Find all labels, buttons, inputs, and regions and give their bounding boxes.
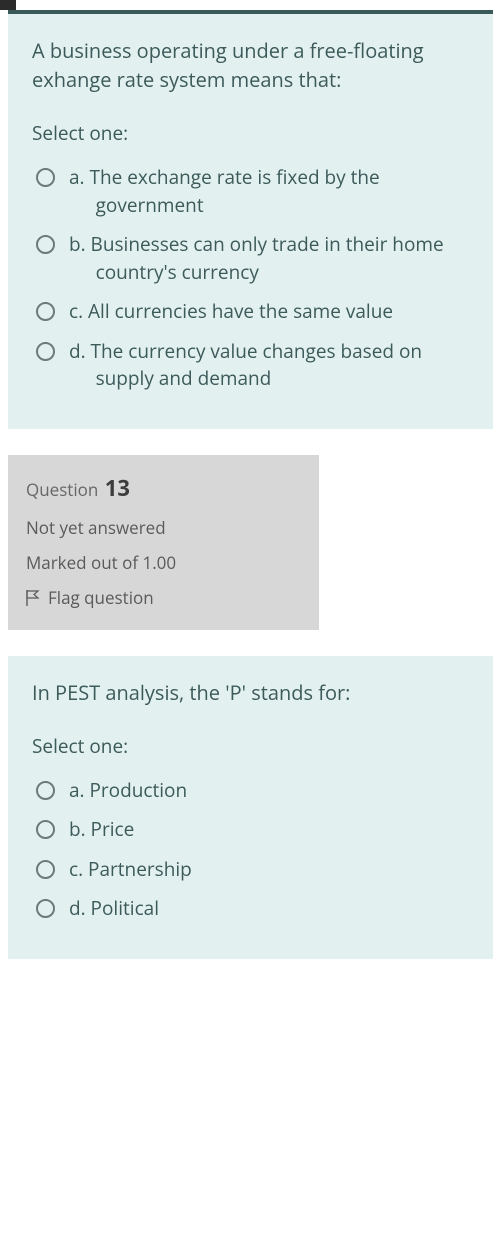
option-a[interactable]: a. Production [32,771,469,811]
question-label: Question [26,478,98,501]
question-13-content: In PEST analysis, the 'P' stands for: Se… [8,656,493,959]
marks-line: Marked out of 1.00 [26,549,301,576]
option-a-text: a. Production [69,777,469,805]
flag-icon [26,590,40,606]
radio-icon [36,235,55,254]
radio-icon [36,168,55,187]
question-number-line: Question 13 [26,471,301,506]
flag-question-link[interactable]: Flag question [26,584,301,611]
select-one-label: Select one: [32,120,469,146]
radio-icon [36,860,55,879]
option-b[interactable]: b. Businesses can only trade in their ho… [32,225,469,292]
window-edge-sliver [0,0,16,10]
radio-icon [36,820,55,839]
option-c-text: c. All currencies have the same value [69,298,469,326]
option-d-text: d. Political [69,895,469,923]
question-13-info: Question 13 Not yet answered Marked out … [8,455,319,630]
question-12-text: A business operating under a free-floati… [32,36,469,94]
question-number: 13 [105,473,130,503]
option-c-text: c. Partnership [69,856,469,884]
option-a-text: a. The exchange rate is fixed by the gov… [69,164,469,219]
flag-question-label: Flag question [48,584,154,611]
option-b-text: b. Price [69,816,469,844]
option-a[interactable]: a. The exchange rate is fixed by the gov… [32,158,469,225]
radio-icon [36,342,55,361]
option-d[interactable]: d. The currency value changes based on s… [32,332,469,399]
option-b-text: b. Businesses can only trade in their ho… [69,231,469,286]
option-c[interactable]: c. Partnership [32,850,469,890]
question-12-content: A business operating under a free-floati… [8,10,493,429]
radio-icon [36,781,55,800]
answer-status: Not yet answered [26,514,301,541]
option-d[interactable]: d. Political [32,889,469,929]
radio-icon [36,302,55,321]
select-one-label: Select one: [32,733,469,759]
radio-icon [36,899,55,918]
option-c[interactable]: c. All currencies have the same value [32,292,469,332]
option-b[interactable]: b. Price [32,810,469,850]
option-d-text: d. The currency value changes based on s… [69,338,469,393]
question-13-text: In PEST analysis, the 'P' stands for: [32,678,469,707]
